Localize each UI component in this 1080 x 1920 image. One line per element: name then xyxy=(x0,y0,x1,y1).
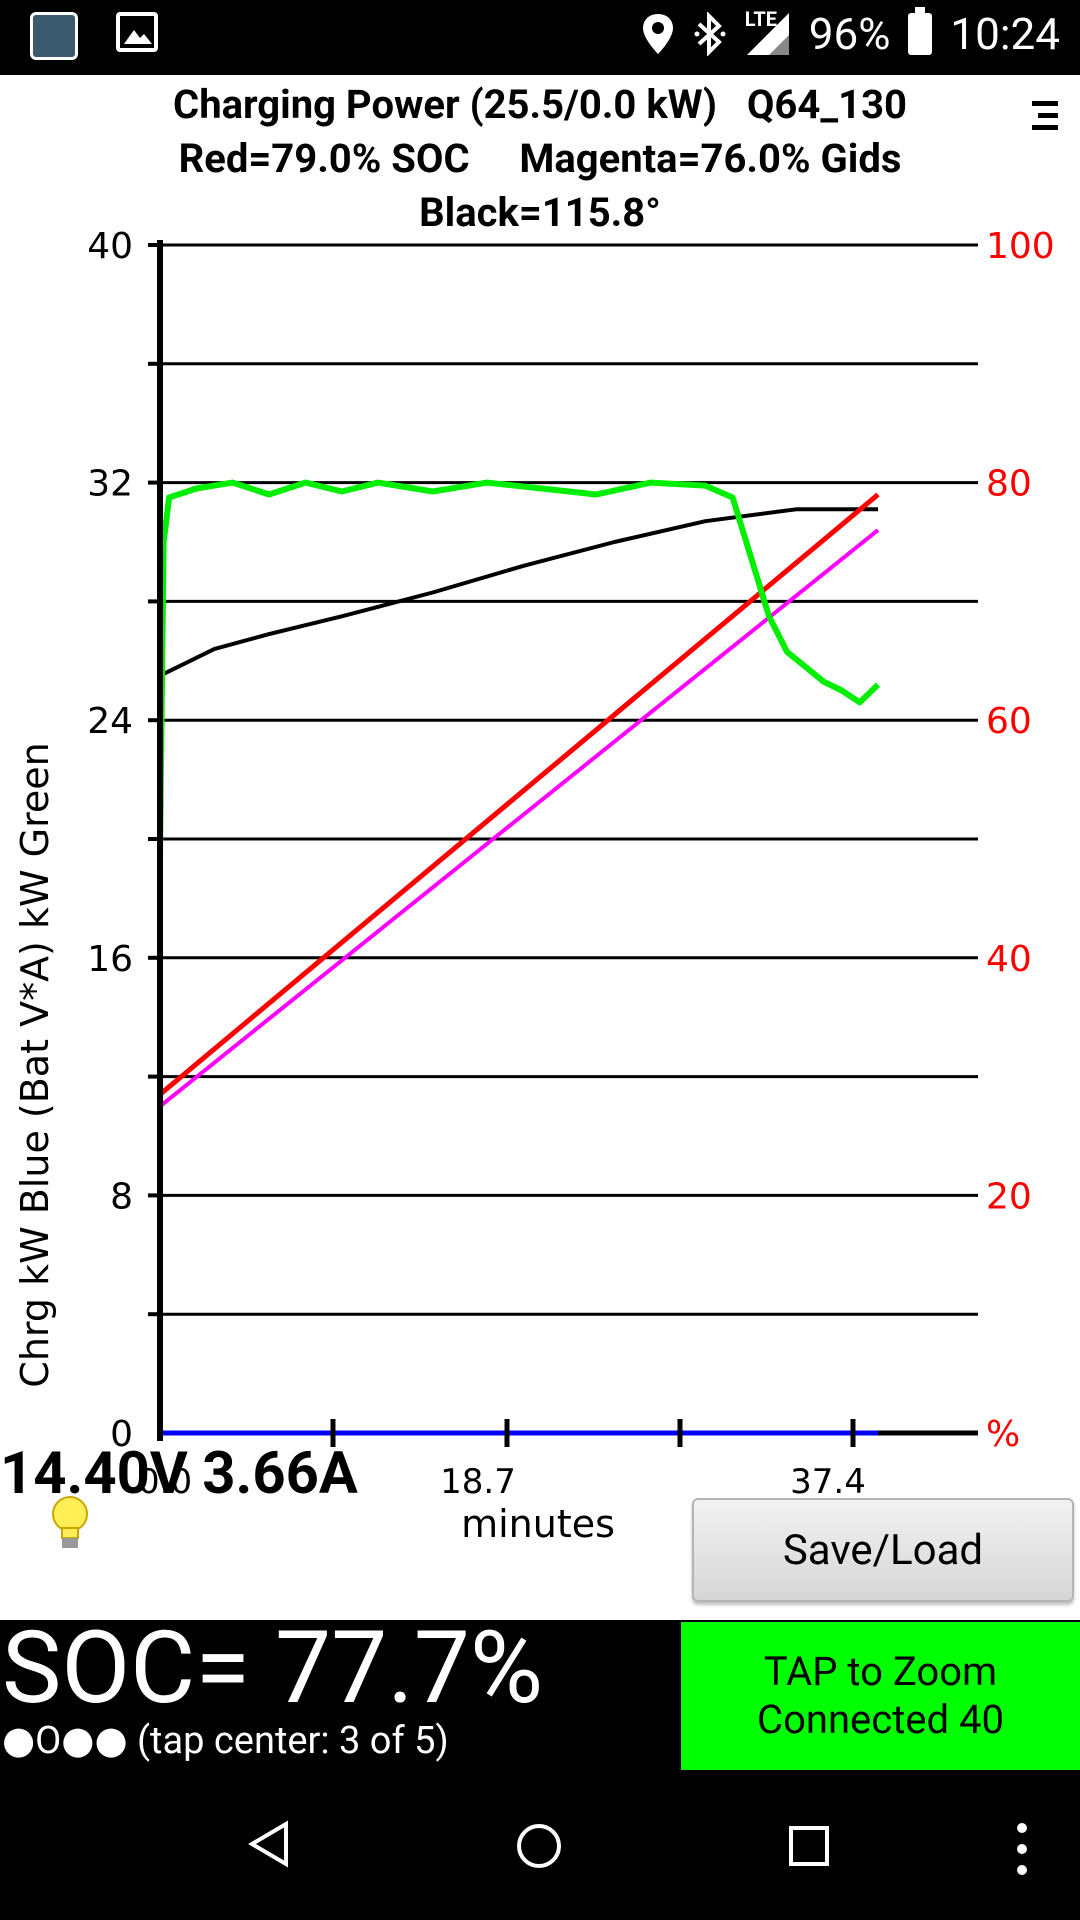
bluetooth-icon xyxy=(694,12,726,56)
left-tick-label: 32 xyxy=(87,464,133,505)
zoom-label: TAP to Zoom xyxy=(763,1648,998,1695)
left-tick-label: 0 xyxy=(110,1414,133,1455)
notification-icons xyxy=(30,12,158,60)
charging-chart[interactable]: 0 8 16 24 32 40% 20 40 60 80 100 0.0 18.7 37.4 Chrg k… xyxy=(0,220,1080,1540)
right-tick-label: % xyxy=(986,1414,1020,1455)
series-line-magenta xyxy=(158,528,880,1108)
network-label: LTE xyxy=(744,7,777,31)
voltage-current-readout: 14.40V 3.66A xyxy=(0,1440,358,1508)
back-icon[interactable] xyxy=(248,1820,290,1868)
left-tick-label: 40 xyxy=(87,226,133,267)
x-tick-label: 0.0 xyxy=(138,1462,192,1502)
tap-to-zoom-button[interactable]: TAP to Zoom Connected 40 xyxy=(681,1622,1080,1770)
signal-icon: LTE xyxy=(745,7,791,57)
home-icon[interactable] xyxy=(515,1822,563,1870)
recents-icon[interactable] xyxy=(788,1825,830,1867)
title-line-1: Charging Power (25.5/0.0 kW) Q64_130 xyxy=(173,81,907,128)
series-layer xyxy=(157,479,881,1436)
clock: 10:24 xyxy=(950,8,1060,60)
series-line-black xyxy=(159,507,878,678)
x-tick-label: 18.7 xyxy=(440,1462,516,1502)
right-tick-label: 20 xyxy=(986,1176,1032,1217)
menu-icon[interactable] xyxy=(1032,92,1058,144)
navigation-bar xyxy=(0,1770,1080,1920)
tap-center-indicator[interactable]: ●O●● (tap center: 3 of 5) xyxy=(2,1719,449,1763)
title-line-3: Black=115.8° xyxy=(419,189,661,236)
location-icon xyxy=(642,14,673,54)
lightbulb-icon xyxy=(52,1496,88,1548)
battery-icon xyxy=(908,7,933,55)
title-line-2: Red=79.0% SOC Magenta=76.0% Gids xyxy=(178,135,902,182)
axis-labels: 0 8 16 24 32 40% 20 40 60 80 100 0.0 18.7 37.4 xyxy=(87,226,1055,1502)
app-icon xyxy=(30,12,78,60)
bottom-panel: SOC= 77.7% ●O●● (tap center: 3 of 5) TAP… xyxy=(0,1614,1080,1770)
battery-percent: 96% xyxy=(808,8,891,60)
soc-readout[interactable]: SOC= 77.7% xyxy=(2,1610,544,1727)
system-icons: LTE 96% 10:24 xyxy=(641,7,1060,60)
y-axis-label: Chrg kW Blue (Bat V*A) kW Green xyxy=(13,742,57,1387)
right-tick-label: 60 xyxy=(986,701,1032,742)
left-tick-label: 16 xyxy=(87,939,133,980)
right-tick-label: 40 xyxy=(986,939,1032,980)
status-bar: LTE 96% 10:24 xyxy=(0,0,1080,75)
axes xyxy=(148,240,978,1447)
connection-status: Connected 40 xyxy=(757,1696,1004,1743)
x-tick-label: 37.4 xyxy=(790,1462,866,1502)
series-line-green xyxy=(157,479,881,854)
right-tick-label: 100 xyxy=(986,226,1055,267)
chart-title[interactable]: Charging Power (25.5/0.0 kW) Q64_130 Red… xyxy=(0,78,1080,240)
series-line-red xyxy=(158,492,880,1097)
left-tick-label: 8 xyxy=(110,1176,133,1217)
save-load-button[interactable]: Save/Load xyxy=(692,1498,1074,1602)
overflow-icon[interactable] xyxy=(1014,1820,1030,1878)
image-icon xyxy=(116,12,158,52)
x-axis-label: minutes xyxy=(461,1502,615,1540)
right-tick-label: 80 xyxy=(986,464,1032,505)
left-tick-label: 24 xyxy=(87,701,133,742)
